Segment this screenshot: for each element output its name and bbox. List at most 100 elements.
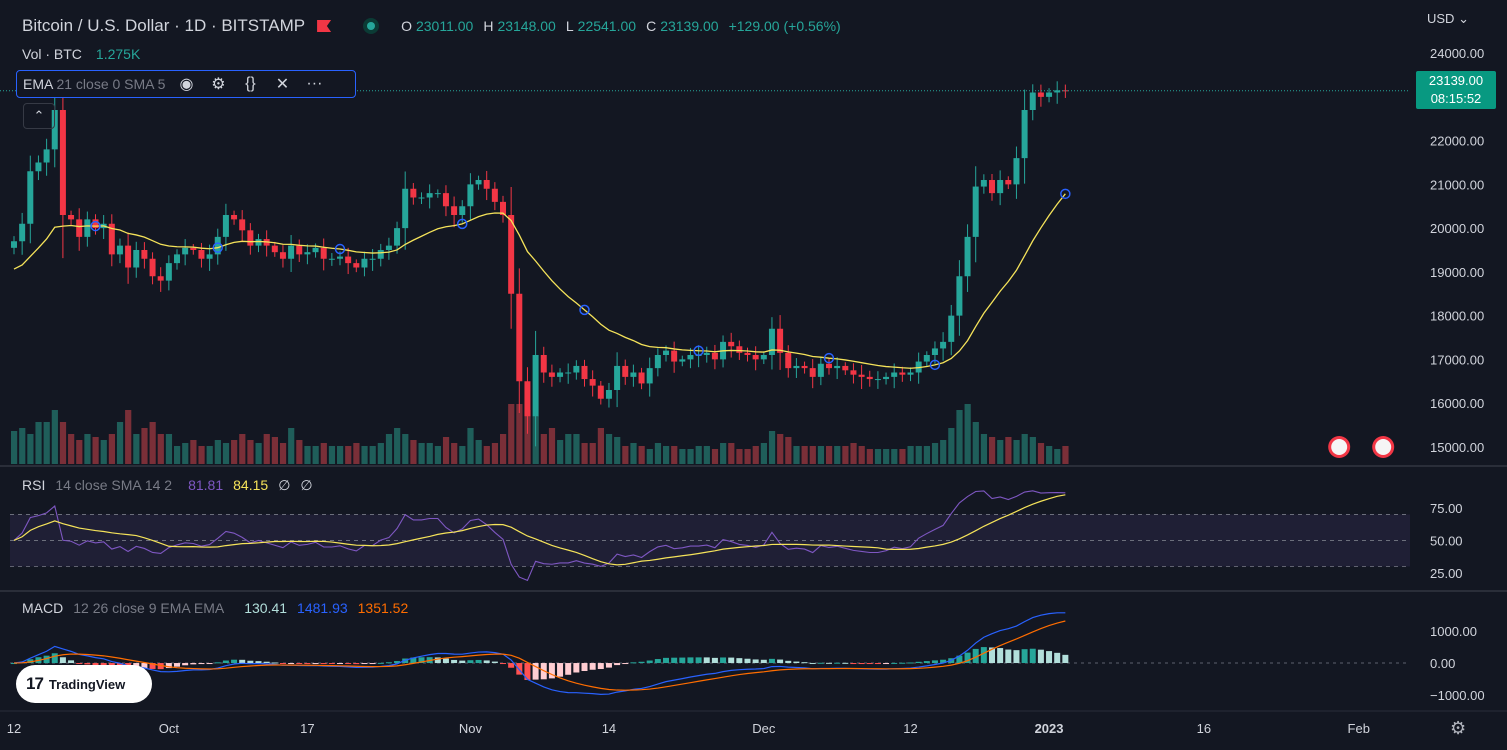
- macd-hist-bar: [581, 663, 588, 671]
- macd-hist-bar: [353, 663, 360, 665]
- price-tick-label: 24000.00: [1430, 46, 1484, 61]
- macd-hist-bar: [817, 662, 824, 664]
- flag-icon[interactable]: [317, 20, 332, 32]
- ema-legend[interactable]: EMA 21 close 0 SMA 5 ◉ ⚙ {} ✕ ···: [16, 70, 356, 98]
- ohlc-low-key: L: [565, 18, 574, 34]
- candle-body: [59, 110, 66, 215]
- last-price: 23139.00: [1428, 73, 1484, 88]
- macd-hist-bar: [328, 663, 335, 665]
- volume-bar: [182, 443, 189, 464]
- time-axis-label: Feb: [1348, 721, 1370, 736]
- volume-bar: [915, 446, 922, 464]
- candle-body: [842, 365, 849, 371]
- macd-hist-bar: [614, 663, 621, 666]
- volume-bar: [369, 446, 376, 464]
- volume-bar: [940, 440, 947, 464]
- volume-bar: [410, 440, 417, 464]
- macd-hist-bar: [11, 663, 17, 665]
- candle-body: [573, 365, 580, 373]
- candle-body: [92, 219, 99, 229]
- macd-hist-bar: [548, 663, 555, 679]
- macd-hist-bar: [312, 663, 319, 665]
- close-icon[interactable]: ✕: [275, 76, 290, 93]
- time-axis-label: 12: [903, 721, 917, 736]
- ema-params: 21 close 0 SMA 5: [56, 76, 166, 92]
- rsi-na-2: ∅: [300, 477, 313, 493]
- ema-marker: [334, 243, 346, 255]
- candle-body: [279, 252, 286, 259]
- volume-bar: [198, 446, 205, 464]
- volume-bar: [500, 434, 507, 464]
- eye-icon[interactable]: ◉: [179, 76, 194, 93]
- candle-body: [638, 372, 645, 384]
- volume-bar: [989, 437, 996, 464]
- more-icon[interactable]: ···: [306, 75, 323, 92]
- candle-body: [597, 385, 604, 399]
- candle-body: [752, 355, 759, 360]
- candle-body: [997, 180, 1004, 194]
- volume-bar: [165, 434, 173, 464]
- macd-hist-bar: [891, 662, 898, 664]
- volume-bar: [891, 449, 898, 464]
- candle-body: [255, 239, 262, 246]
- macd-legend[interactable]: MACD 12 26 close 9 EMA EMA 130.41 1481.9…: [22, 600, 408, 616]
- volume-bar: [59, 422, 67, 464]
- macd-hist-bar: [1037, 649, 1044, 664]
- tradingview-logo-icon: 17: [26, 674, 44, 693]
- candle-body: [125, 245, 132, 268]
- candle-body: [35, 162, 42, 172]
- rsi-sma-line: [13, 494, 1066, 566]
- macd-hist-bar: [1021, 649, 1028, 664]
- collapse-legend-button[interactable]: ⌃: [23, 103, 55, 129]
- macd-hist-bar: [214, 662, 221, 664]
- volume-bar: [320, 443, 327, 464]
- macd-hist-value: 130.41: [244, 600, 288, 616]
- macd-hist-bar: [255, 661, 262, 664]
- volume-legend[interactable]: Vol · BTC 1.275K: [22, 46, 140, 62]
- candle-body: [964, 236, 971, 277]
- volume-bar: [923, 446, 930, 464]
- symbol-title[interactable]: Bitcoin / U.S. Dollar · 1D · BITSTAMP: [22, 16, 306, 35]
- candle-body: [834, 365, 841, 369]
- candle-body: [11, 241, 17, 248]
- macd-hist-bar: [1029, 648, 1036, 664]
- market-status-icon[interactable]: [363, 18, 380, 34]
- candle-body: [801, 365, 808, 369]
- candle-body: [190, 247, 197, 250]
- macd-hist-bar: [565, 663, 572, 675]
- volume-bar: [614, 437, 621, 464]
- ohlc-values: O 23011.00 H 23148.00 L 22541.00 C 23139.00 …: [401, 18, 847, 34]
- macd-hist-bar: [1013, 650, 1020, 664]
- chart-settings-gear-icon[interactable]: ⚙: [1450, 718, 1467, 738]
- volume-bar: [826, 446, 833, 464]
- candle-body: [1054, 90, 1061, 93]
- macd-hist-bar: [907, 662, 914, 664]
- volume-bar: [540, 434, 547, 464]
- macd-hist-bar: [605, 663, 612, 668]
- candle-body: [76, 219, 83, 237]
- macd-hist-bar: [915, 661, 922, 664]
- volume-bar: [565, 434, 572, 464]
- source-code-icon[interactable]: {}: [245, 75, 256, 92]
- macd-hist-bar: [850, 663, 857, 665]
- macd-hist-bar: [182, 663, 189, 666]
- volume-bar: [467, 428, 474, 464]
- candle-body: [475, 180, 482, 185]
- volume-bar: [573, 434, 580, 464]
- volume-bar: [434, 446, 441, 464]
- macd-hist-bar: [410, 657, 417, 664]
- rsi-legend[interactable]: RSI 14 close SMA 14 2 81.81 84.15 ∅ ∅: [22, 477, 313, 494]
- settings-gear-icon[interactable]: ⚙: [211, 76, 226, 93]
- volume-bar: [174, 446, 181, 464]
- volume-bar: [402, 434, 409, 464]
- currency-selector[interactable]: USD ⌄: [1427, 11, 1469, 27]
- us-flag-icon-inner: [1331, 439, 1348, 455]
- candle-body: [817, 363, 824, 377]
- macd-hist-bar: [76, 663, 83, 665]
- macd-hist-bar: [1062, 654, 1069, 664]
- macd-params: 12 26 close 9 EMA EMA: [73, 600, 225, 616]
- tradingview-logo[interactable]: 17 TradingView: [16, 665, 152, 703]
- macd-hist-bar: [198, 663, 205, 665]
- macd-hist-bar: [899, 662, 906, 664]
